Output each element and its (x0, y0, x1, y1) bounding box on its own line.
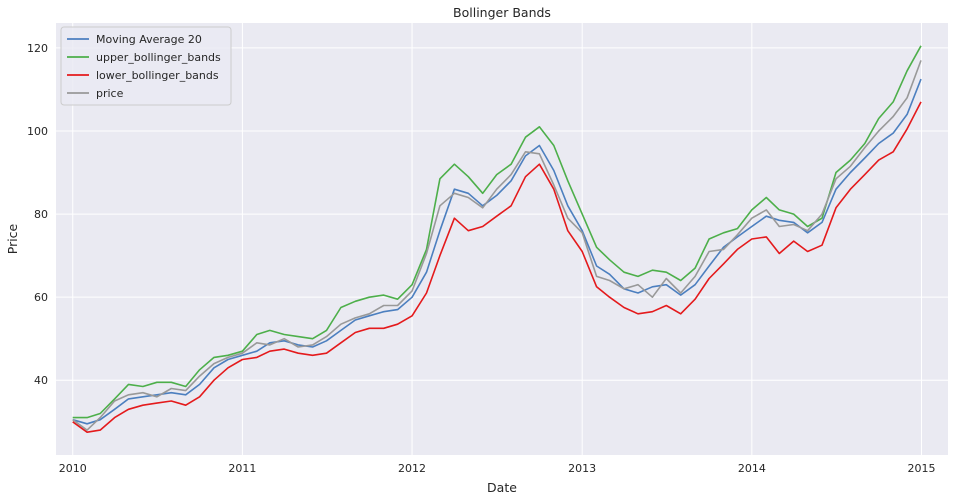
x-tick-label: 2013 (568, 462, 596, 475)
y-tick-label: 80 (34, 208, 48, 221)
y-tick-label: 120 (27, 42, 48, 55)
y-tick-label: 100 (27, 125, 48, 138)
x-tick-label: 2015 (908, 462, 936, 475)
x-tick-label: 2011 (228, 462, 256, 475)
series-line-upper-bollinger-bands (72, 45, 922, 419)
legend-label: Moving Average 20 (96, 33, 202, 46)
x-tick-labels: 2010 2011 2012 2013 2014 2015 (59, 462, 936, 475)
legend-label: lower_bollinger_bands (96, 69, 219, 82)
x-axis-title: Date (487, 480, 517, 495)
y-axis-title: Price (5, 223, 20, 254)
series-group (72, 45, 922, 434)
legend: Moving Average 20 upper_bollinger_bandslo… (60, 26, 232, 106)
y-tick-label: 60 (34, 291, 48, 304)
legend-box (60, 26, 232, 106)
grid (56, 23, 948, 455)
y-tick-label: 40 (34, 374, 48, 387)
legend-label: upper_bollinger_bands (96, 51, 221, 64)
series-line-moving-average-20 (72, 78, 922, 425)
x-tick-label: 2010 (59, 462, 87, 475)
x-tick-label: 2012 (398, 462, 426, 475)
series-line-price (72, 60, 922, 431)
series-line-lower-bollinger-bands (72, 101, 922, 434)
chart-title: Bollinger Bands (453, 5, 551, 20)
y-tick-labels: 40 60 80 100 120 (27, 42, 48, 387)
legend-label: price (96, 87, 124, 100)
x-tick-label: 2014 (738, 462, 766, 475)
